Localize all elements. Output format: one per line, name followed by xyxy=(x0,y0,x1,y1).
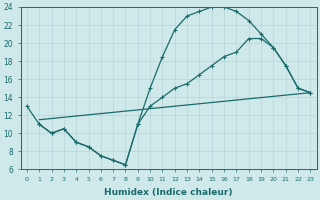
X-axis label: Humidex (Indice chaleur): Humidex (Indice chaleur) xyxy=(104,188,233,197)
